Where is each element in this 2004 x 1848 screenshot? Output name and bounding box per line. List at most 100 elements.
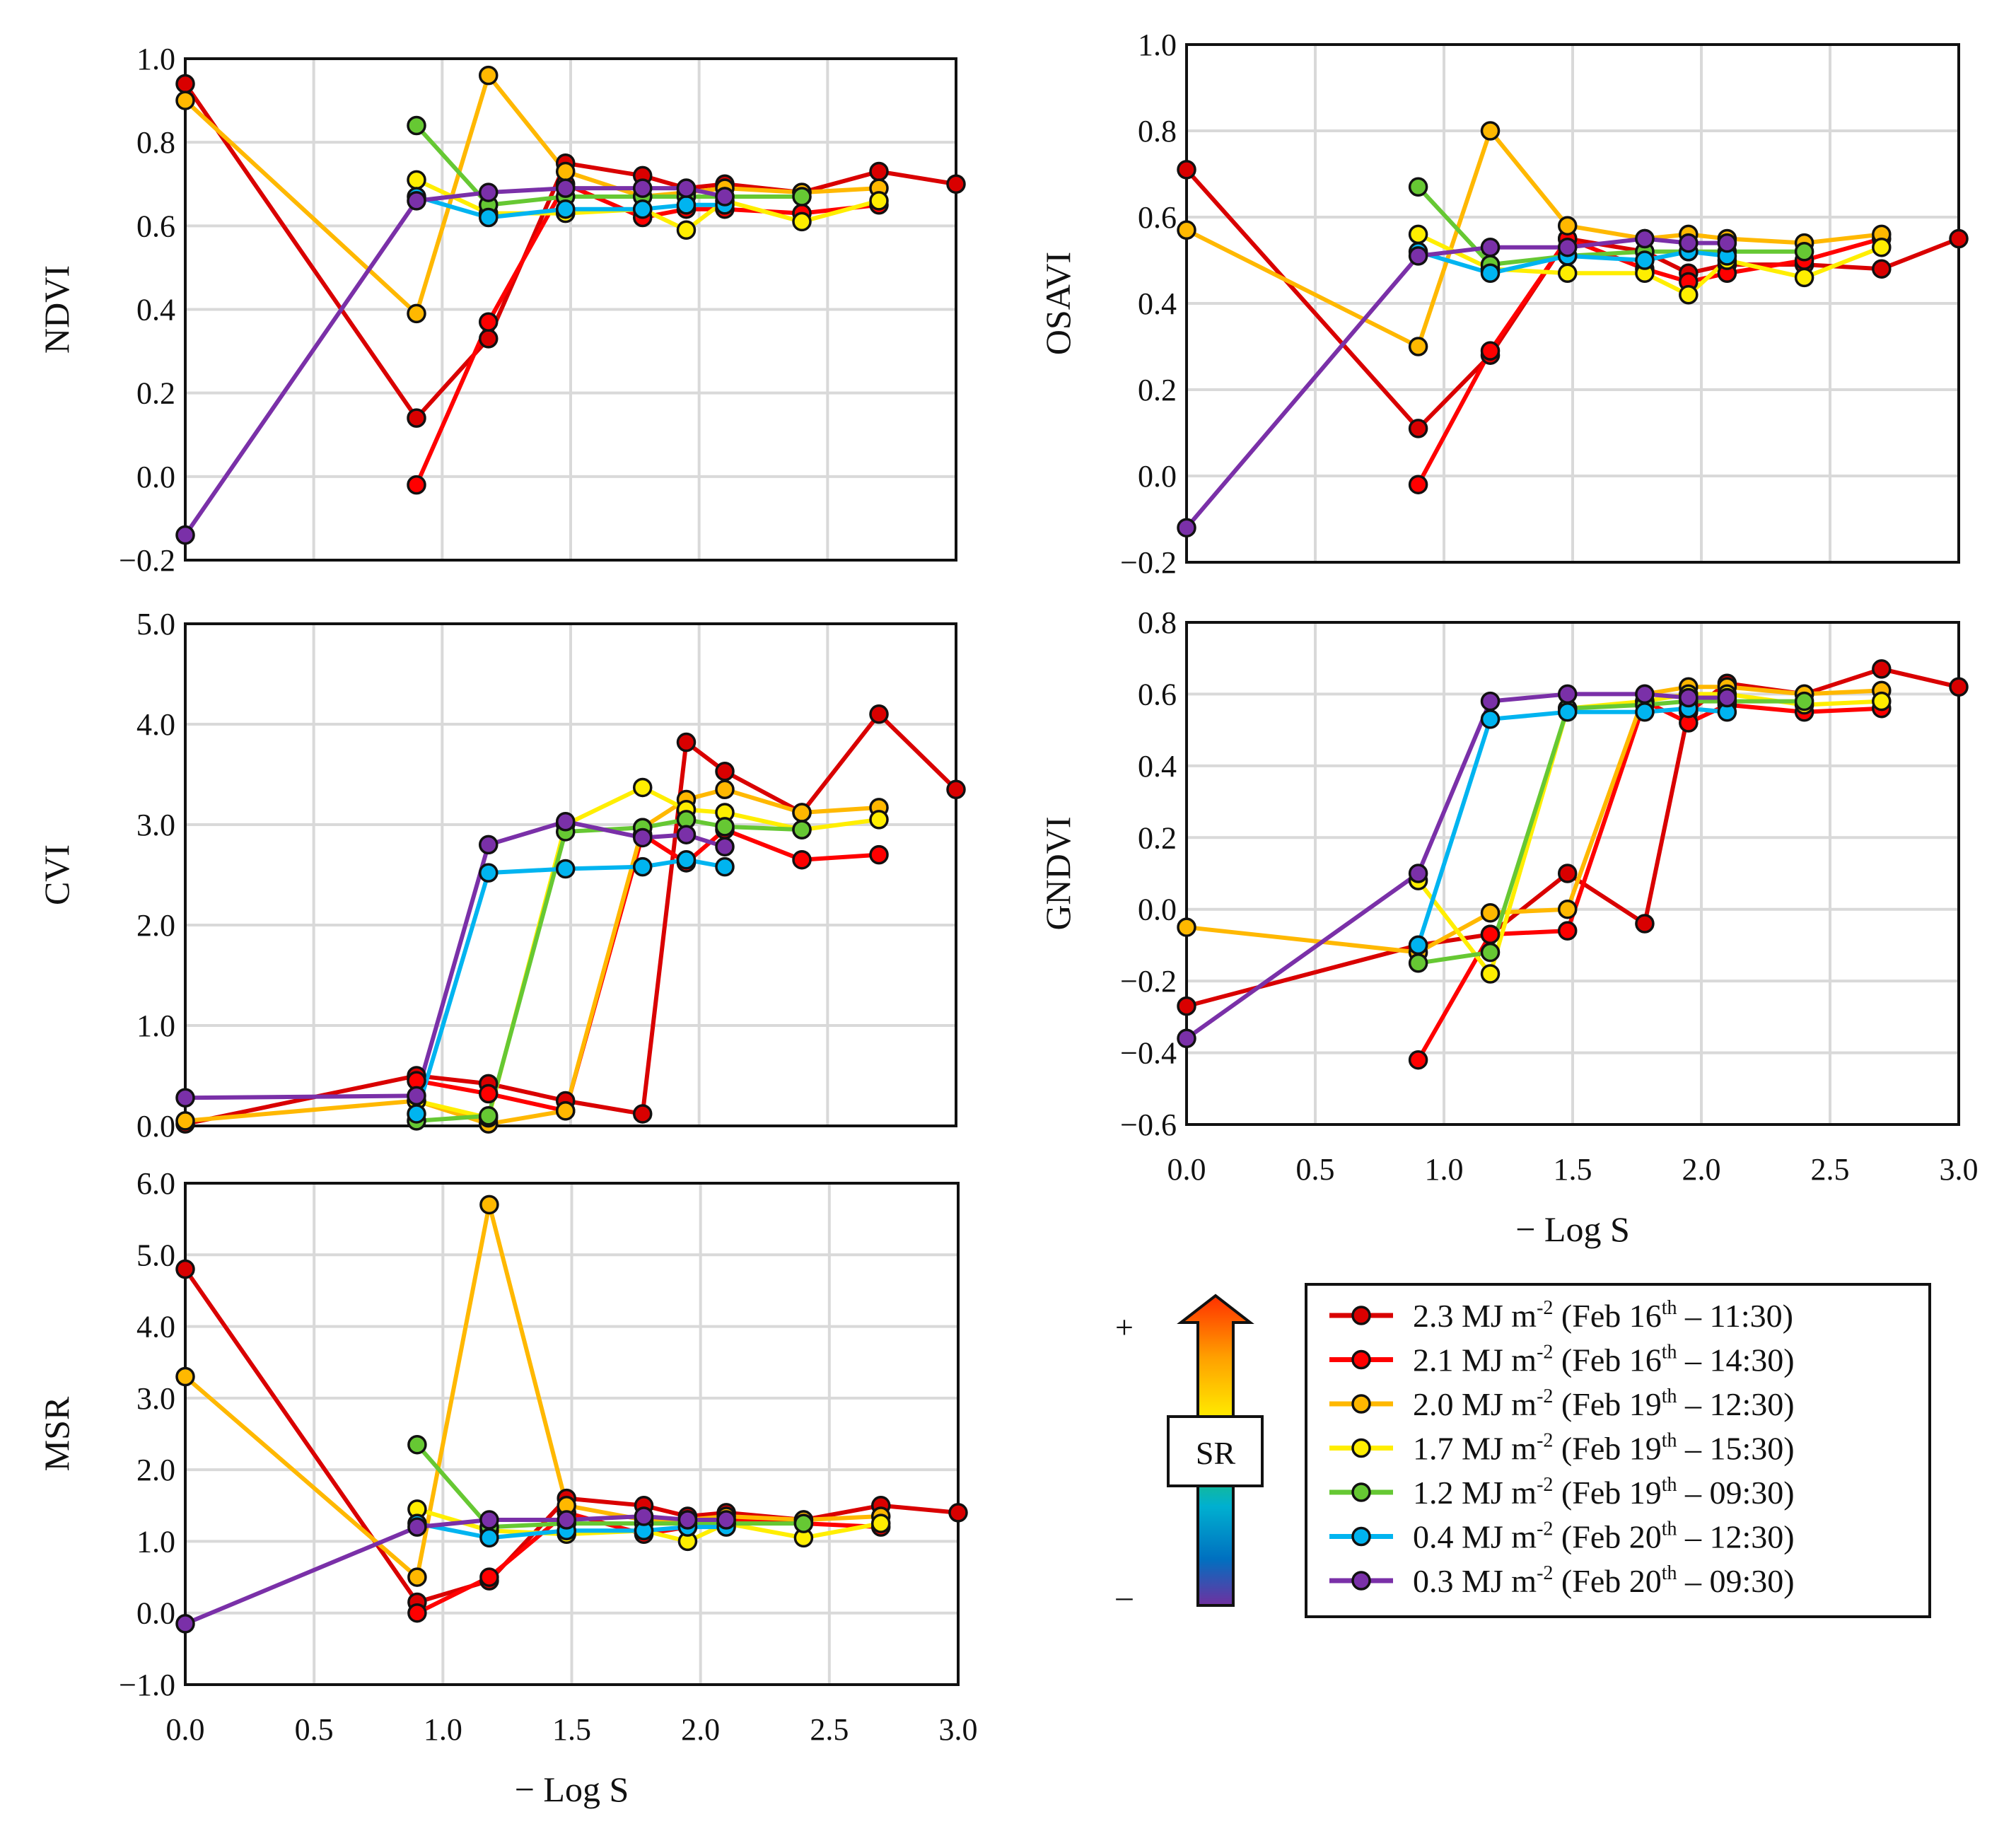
legend-item: 2.1 MJ m-2 (Feb 16th – 14:30) <box>1329 1342 1795 1378</box>
data-point-2 <box>555 1100 576 1121</box>
x-tick-label: 0.0 <box>1167 1152 1206 1187</box>
series-line-3 <box>415 178 880 233</box>
x-axis-label: − Log S <box>515 1769 629 1809</box>
data-point-6 <box>677 1510 698 1530</box>
data-point-0 <box>946 779 966 800</box>
plot-frame <box>184 1182 960 1686</box>
data-point-0 <box>869 704 889 724</box>
legend-label: 0.3 MJ m-2 (Feb 20th – 09:30) <box>1413 1562 1795 1599</box>
data-point-3 <box>870 1513 891 1533</box>
data-point-1 <box>1557 921 1578 941</box>
data-point-0 <box>1408 419 1428 438</box>
legend-item: 2.3 MJ m-2 (Feb 16th – 11:30) <box>1329 1297 1793 1334</box>
data-point-5 <box>555 199 576 219</box>
y-tick-label: −0.2 <box>1120 964 1177 999</box>
legend-item: 1.7 MJ m-2 (Feb 19th – 15:30) <box>1329 1430 1795 1467</box>
legend-label-part: -2 <box>1537 1562 1553 1584</box>
data-point-1 <box>869 844 889 865</box>
data-point-0 <box>1177 160 1196 180</box>
data-point-5 <box>1480 709 1501 729</box>
y-tick-label: 0.6 <box>1138 677 1177 711</box>
y-tick-label: 2.0 <box>136 1453 175 1487</box>
x-tick-label: 2.0 <box>681 1712 720 1747</box>
data-point-6 <box>1717 687 1737 708</box>
data-point-6 <box>1480 691 1501 711</box>
data-point-6 <box>175 1614 195 1634</box>
x-tick-label: 1.5 <box>1554 1152 1592 1187</box>
series-line-1 <box>1416 699 1882 1062</box>
data-point-0 <box>1872 259 1892 279</box>
data-point-4 <box>1480 942 1501 963</box>
data-point-6 <box>676 825 697 844</box>
y-tick-label: 0.0 <box>136 1109 175 1144</box>
legend-label-part: – 09:30) <box>1677 1475 1795 1511</box>
data-point-4 <box>478 1106 499 1126</box>
data-point-2 <box>479 1195 499 1215</box>
series-line-1 <box>1416 236 1882 486</box>
legend-label-part: – 12:30) <box>1677 1519 1795 1555</box>
series-line-0 <box>185 711 958 1127</box>
legend-item: 2.0 MJ m-2 (Feb 19th – 12:30) <box>1329 1385 1795 1422</box>
data-point-1 <box>1480 341 1501 361</box>
plot-frame <box>184 57 957 562</box>
data-point-6 <box>478 835 499 855</box>
data-point-5 <box>407 1104 426 1124</box>
legend-label: 1.7 MJ m-2 (Feb 19th – 15:30) <box>1413 1430 1795 1467</box>
data-point-6 <box>632 827 653 848</box>
data-point-2 <box>407 1567 427 1587</box>
data-point-3 <box>407 170 426 190</box>
data-point-2 <box>175 1111 195 1131</box>
data-point-0 <box>869 161 889 182</box>
legend-label-part: (Feb 19 <box>1553 1431 1661 1467</box>
data-point-6 <box>1635 684 1655 704</box>
data-point-3 <box>1794 267 1814 288</box>
data-point-3 <box>1679 285 1699 305</box>
data-point-5 <box>478 207 499 228</box>
legend-label-part: – 15:30) <box>1677 1431 1795 1467</box>
data-point-4 <box>715 817 735 837</box>
data-point-4 <box>792 820 812 839</box>
data-point-4 <box>793 1513 814 1533</box>
legend-label: 2.0 MJ m-2 (Feb 19th – 12:30) <box>1413 1385 1795 1422</box>
series-line-0 <box>1186 666 1959 1009</box>
legend-label-part: (Feb 20 <box>1553 1519 1661 1555</box>
y-tick-label: 5.0 <box>136 1238 175 1272</box>
data-point-4 <box>407 1434 427 1455</box>
legend-label-part: th <box>1662 1385 1677 1407</box>
legend-label-part: th <box>1662 1474 1677 1496</box>
data-point-0 <box>948 1503 968 1523</box>
y-tick-label: 0.2 <box>1138 373 1177 407</box>
data-point-0 <box>175 74 195 94</box>
data-point-2 <box>1557 216 1578 236</box>
legend-label: 1.2 MJ m-2 (Feb 19th – 09:30) <box>1413 1474 1795 1511</box>
data-point-2 <box>555 161 576 182</box>
data-point-3 <box>1872 237 1892 257</box>
y-tick-label: −0.2 <box>1120 545 1177 580</box>
data-point-5 <box>479 1528 499 1548</box>
y-tick-label: 0.2 <box>1138 820 1177 855</box>
series-line-0 <box>183 82 957 421</box>
legend-label-part: (Feb 16 <box>1553 1342 1661 1378</box>
legend-label-part: (Feb 20 <box>1553 1563 1661 1599</box>
data-point-4 <box>407 115 426 136</box>
data-point-6 <box>175 525 195 545</box>
legend-marker <box>1351 1482 1371 1502</box>
legend-label-part: th <box>1662 1342 1677 1364</box>
data-point-4 <box>1408 177 1428 197</box>
legend-label-part: -2 <box>1537 1474 1553 1496</box>
data-point-6 <box>478 182 499 202</box>
y-tick-label: −0.6 <box>1120 1108 1177 1142</box>
data-point-6 <box>555 811 576 832</box>
panel-cvi: 0.0 1.0 2.0 3.0 4.0 5.0 CVI <box>37 607 966 1144</box>
series-line-0 <box>183 1267 959 1605</box>
y-tick-label: 0.0 <box>136 460 175 494</box>
data-point-1 <box>407 475 426 495</box>
data-point-0 <box>1949 677 1969 697</box>
data-point-1 <box>792 849 812 870</box>
data-point-5 <box>1480 263 1501 284</box>
y-axis-label: CVI <box>37 844 76 905</box>
data-point-0 <box>676 732 697 752</box>
y-tick-label: 1.0 <box>136 1009 175 1043</box>
legend: 2.3 MJ m-2 (Feb 16th – 11:30) 2.1 MJ m-2 … <box>1305 1283 1931 1618</box>
